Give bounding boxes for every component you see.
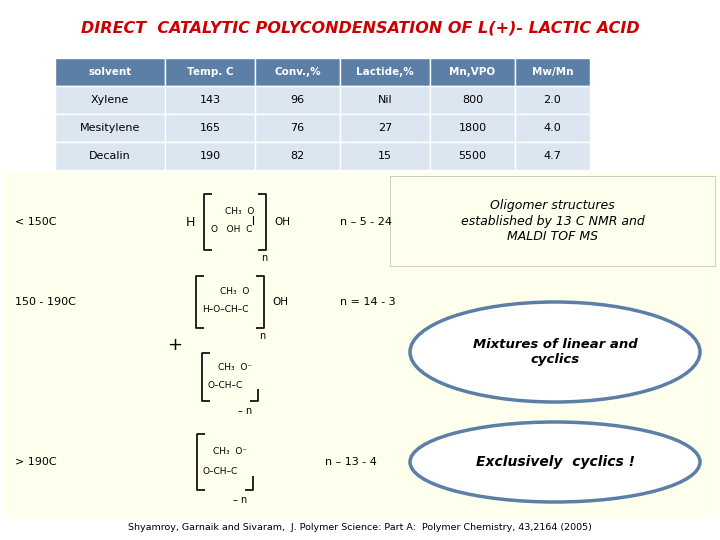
Text: < 150C: < 150C [15, 217, 56, 227]
Bar [55, 86, 165, 114]
Text: n = 14 - 3: n = 14 - 3 [340, 297, 395, 307]
Text: 2.0: 2.0 [544, 95, 562, 105]
Bar [165, 58, 255, 86]
Text: Mw/Mn: Mw/Mn [532, 67, 573, 77]
Text: 82: 82 [290, 151, 305, 161]
Text: 4.0: 4.0 [544, 123, 562, 133]
Bar [515, 86, 590, 114]
Text: CH₃  O: CH₃ O [220, 287, 250, 296]
Bar [430, 86, 515, 114]
Text: 143: 143 [199, 95, 220, 105]
Bar [515, 114, 590, 142]
Text: Temp. C: Temp. C [186, 67, 233, 77]
Text: H–O–CH–C: H–O–CH–C [202, 306, 248, 314]
Bar [340, 86, 430, 114]
Text: Nil: Nil [378, 95, 392, 105]
Bar [55, 142, 165, 170]
Text: +: + [168, 336, 182, 354]
Text: 96: 96 [290, 95, 305, 105]
Bar [340, 58, 430, 86]
Text: 76: 76 [290, 123, 305, 133]
Bar [430, 58, 515, 86]
Text: > 190C: > 190C [15, 457, 57, 467]
Text: 4.7: 4.7 [544, 151, 562, 161]
Bar [515, 142, 590, 170]
Text: n – 5 - 24: n – 5 - 24 [340, 217, 392, 227]
Text: Mn,VPO: Mn,VPO [449, 67, 495, 77]
Bar [165, 114, 255, 142]
Text: Conv.,%: Conv.,% [274, 67, 321, 77]
Text: CH₃  O⁻: CH₃ O⁻ [218, 362, 252, 372]
Bar [340, 114, 430, 142]
Bar [255, 114, 340, 142]
Bar [430, 114, 515, 142]
Bar [390, 176, 715, 266]
Text: CH₃  O⁻: CH₃ O⁻ [213, 447, 247, 456]
Text: 800: 800 [462, 95, 483, 105]
Text: Shyamroy, Garnaik and Sivaram,  J. Polymer Science: Part A:  Polymer Chemistry, : Shyamroy, Garnaik and Sivaram, J. Polyme… [128, 523, 592, 532]
Text: CH₃  O: CH₃ O [225, 206, 255, 215]
Text: n: n [261, 253, 267, 263]
Text: solvent: solvent [89, 67, 132, 77]
Bar [515, 58, 590, 86]
Text: 15: 15 [378, 151, 392, 161]
Text: 150 - 190C: 150 - 190C [15, 297, 76, 307]
Text: – n: – n [238, 406, 252, 416]
Text: DIRECT  CATALYTIC POLYCONDENSATION OF L(+)- LACTIC ACID: DIRECT CATALYTIC POLYCONDENSATION OF L(+… [81, 21, 639, 36]
Text: OH: OH [274, 217, 290, 227]
Ellipse shape [410, 422, 700, 502]
Text: OH: OH [272, 297, 288, 307]
Text: Lactide,%: Lactide,% [356, 67, 414, 77]
Text: O   OH  C: O OH C [211, 226, 253, 234]
Text: 5500: 5500 [459, 151, 487, 161]
Text: Oligomer structures
established by 13 C NMR and
MALDI TOF MS: Oligomer structures established by 13 C … [461, 199, 644, 242]
Text: Exclusively  cyclics !: Exclusively cyclics ! [475, 455, 634, 469]
Bar [255, 58, 340, 86]
Bar [55, 58, 165, 86]
Text: 190: 190 [199, 151, 220, 161]
Text: O–CH–C: O–CH–C [202, 467, 238, 476]
Text: n – 13 - 4: n – 13 - 4 [325, 457, 377, 467]
Text: n: n [259, 331, 265, 341]
Bar [255, 142, 340, 170]
Text: Mesitylene: Mesitylene [80, 123, 140, 133]
Text: – n: – n [233, 495, 247, 505]
Bar [165, 142, 255, 170]
Bar [340, 142, 430, 170]
Text: Decalin: Decalin [89, 151, 131, 161]
Text: Xylene: Xylene [91, 95, 129, 105]
Text: H: H [185, 215, 194, 228]
Text: Mixtures of linear and
cyclics: Mixtures of linear and cyclics [472, 338, 637, 366]
Bar [55, 114, 165, 142]
Bar [3, 172, 717, 518]
Text: 1800: 1800 [459, 123, 487, 133]
Bar [430, 142, 515, 170]
Text: O–CH–C: O–CH–C [207, 381, 243, 389]
Ellipse shape [410, 302, 700, 402]
Bar [165, 86, 255, 114]
Bar [255, 86, 340, 114]
Text: 27: 27 [378, 123, 392, 133]
Text: 165: 165 [199, 123, 220, 133]
